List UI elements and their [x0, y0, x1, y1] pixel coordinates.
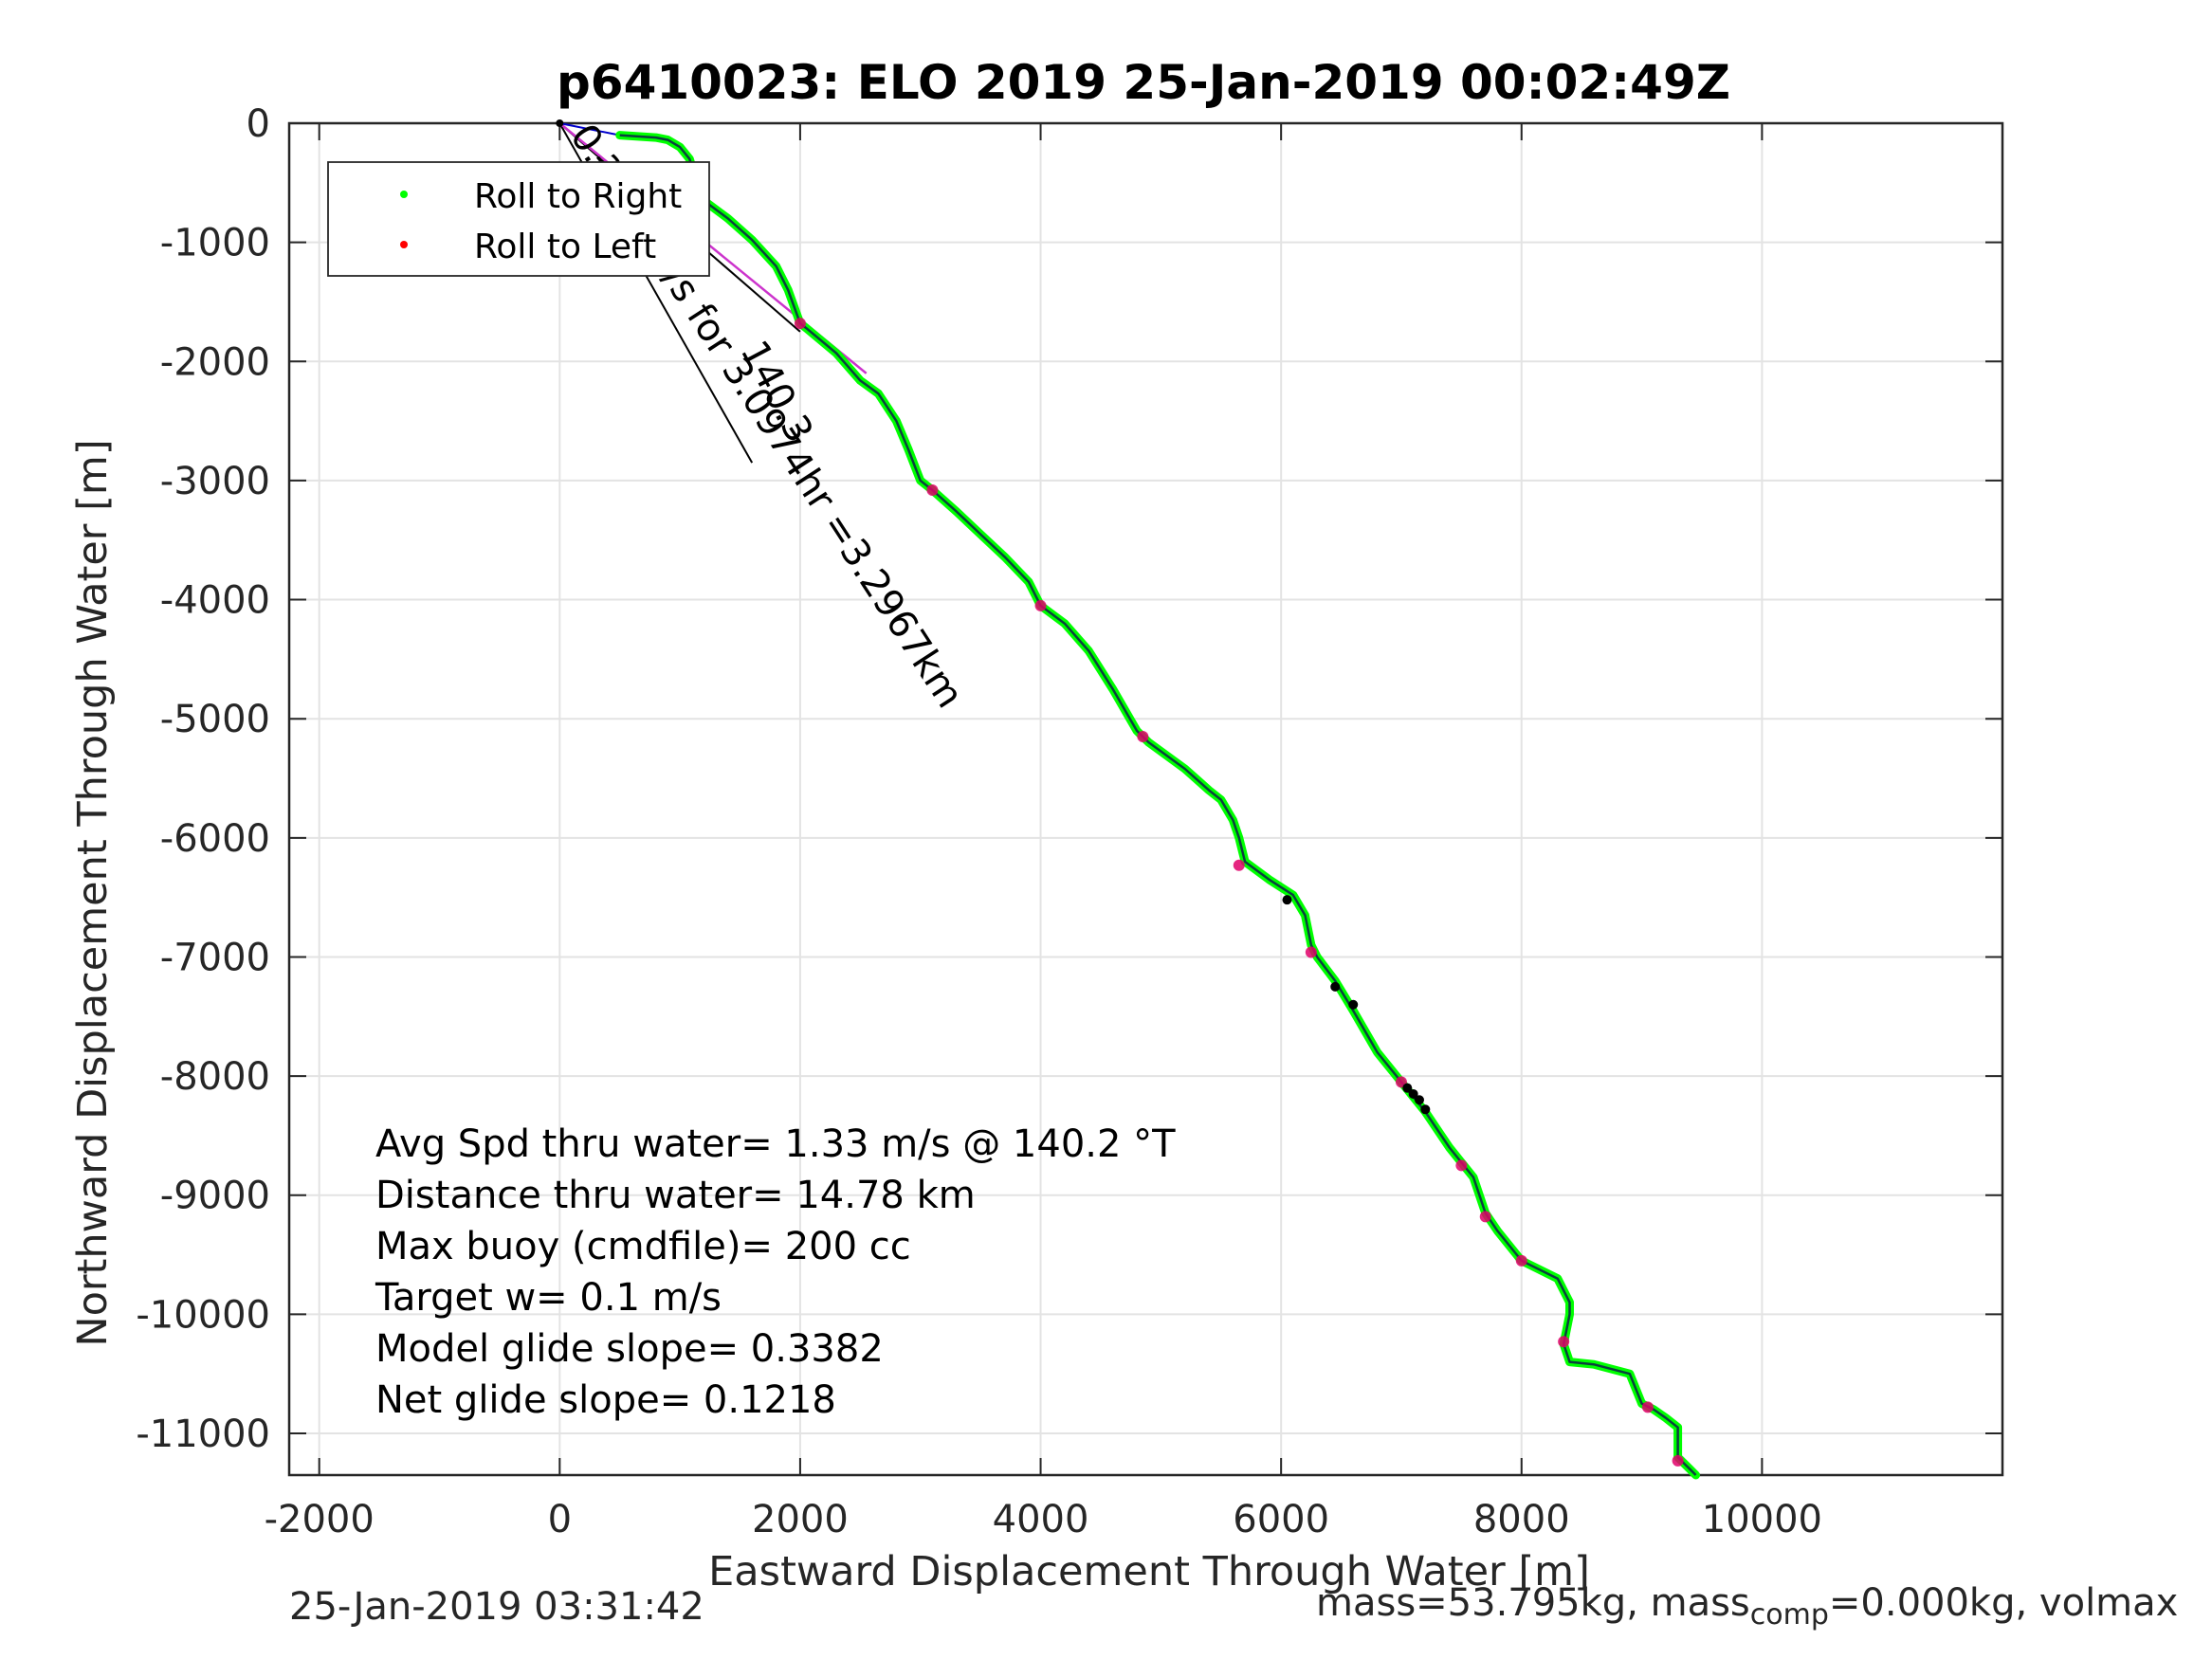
mass-subscript: comp	[1749, 1598, 1829, 1632]
stats-line: Max buoy (cmdfile)= 200 cc	[375, 1225, 911, 1268]
axes-layer: -2000 0 2000 4000 6000 8000 10000 0 -1000 -2000 -3…	[136, 102, 2004, 1541]
black-point	[1402, 1083, 1413, 1093]
stats-line: Distance thru water= 14.78 km	[375, 1174, 976, 1217]
roll-left-point	[1479, 1211, 1491, 1223]
footer-timestamp: 25-Jan-2019 03:31:42	[289, 1585, 704, 1629]
footer-mass-info: mass=53.795kg, masscomp=0.000kg, volmax	[1316, 1581, 2178, 1632]
roll-left-point	[1034, 599, 1047, 611]
roll-left-point	[1515, 1254, 1527, 1267]
grid-layer	[289, 122, 2002, 1475]
y-tick-label: -9000	[160, 1175, 270, 1218]
legend-marker	[400, 241, 408, 248]
plot-frame	[287, 121, 2004, 1477]
roll-left-point	[926, 483, 939, 496]
legend-marker	[400, 191, 408, 198]
stats-line: Target w= 0.1 m/s	[375, 1276, 722, 1320]
y-tick-label: -6000	[160, 817, 270, 861]
black-point	[1330, 981, 1341, 992]
stats-line: Net glide slope= 0.1218	[375, 1378, 836, 1422]
y-tick-label: 0	[247, 102, 270, 146]
y-axis-label: Northward Displacement Through Water [m]	[69, 439, 117, 1346]
roll-left-point	[794, 318, 806, 330]
start-vector-line	[559, 122, 620, 137]
legend-label: Roll to Left	[474, 228, 656, 266]
black-point	[1420, 1104, 1431, 1115]
y-tick-label: -7000	[160, 936, 270, 979]
black-point	[1348, 999, 1359, 1010]
y-tick-label: -3000	[160, 460, 270, 503]
x-tick-label: -2000	[265, 1498, 375, 1541]
track-core-line	[619, 134, 1697, 1476]
y-tick-label: -8000	[160, 1055, 270, 1099]
points-layer	[698, 194, 1684, 1467]
track-roll-right-band	[615, 131, 1701, 1480]
x-axis-label: Eastward Displacement Through Water [m]	[708, 1548, 1590, 1595]
x-tick-label: 2000	[752, 1498, 849, 1541]
y-tick-label: -4000	[160, 579, 270, 623]
roll-left-point	[1558, 1336, 1570, 1348]
chart-title: p6410023: ELO 2019 25-Jan-2019 00:02:49Z	[557, 55, 1730, 110]
y-tick-label: -10000	[136, 1293, 270, 1337]
mass-prefix: mass=53.795kg, mass	[1316, 1581, 1750, 1625]
track-layer	[615, 131, 1701, 1480]
roll-left-point	[1641, 1401, 1654, 1413]
x-tick-label: 8000	[1473, 1498, 1570, 1541]
legend-label: Roll to Right	[474, 177, 682, 216]
y-tick-label: -5000	[160, 698, 270, 741]
mass-suffix: =0.000kg, volmax	[1828, 1581, 2179, 1625]
black-point	[1414, 1095, 1424, 1105]
roll-left-point	[1233, 859, 1245, 871]
y-tick-label: -11000	[136, 1413, 270, 1456]
x-tick-label: 4000	[993, 1498, 1089, 1541]
x-tick-label: 6000	[1233, 1498, 1329, 1541]
roll-left-point	[1305, 946, 1317, 958]
black-point	[1282, 895, 1292, 905]
roll-left-point	[1455, 1159, 1468, 1172]
stats-line: Avg Spd thru water= 1.33 m/s @ 140.2 °T	[375, 1122, 1176, 1166]
roll-left-point	[1137, 731, 1149, 743]
legend-box	[327, 161, 710, 277]
stats-line: Model glide slope= 0.3382	[375, 1327, 884, 1371]
y-tick-label: -1000	[160, 222, 270, 265]
black-point	[1408, 1088, 1418, 1099]
legend: Roll to Right Roll to Left	[327, 161, 710, 277]
y-tick-label: -2000	[160, 340, 270, 384]
roll-left-point	[1672, 1454, 1684, 1467]
x-tick-label: 0	[548, 1498, 572, 1541]
stats-block: Avg Spd thru water= 1.33 m/s @ 140.2 °T D…	[375, 1122, 1176, 1422]
x-tick-label: 10000	[1702, 1498, 1822, 1541]
origin-marker	[556, 119, 564, 127]
